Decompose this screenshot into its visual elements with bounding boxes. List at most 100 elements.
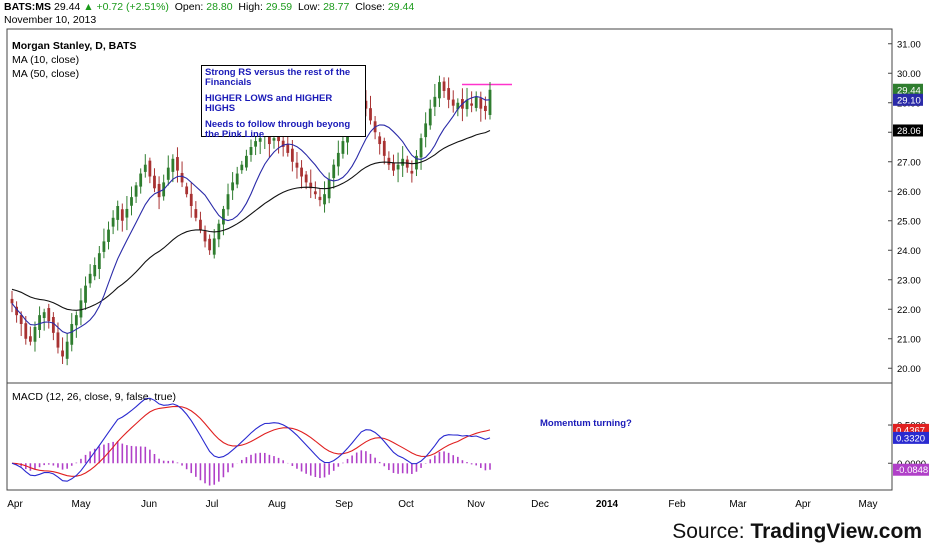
candle-body bbox=[304, 174, 308, 183]
candle-body bbox=[226, 194, 230, 210]
quote-date: November 10, 2013 bbox=[4, 14, 97, 26]
candle-body bbox=[148, 160, 152, 177]
candle-body bbox=[231, 182, 235, 191]
candle-body bbox=[318, 196, 322, 201]
annotation-line-3: Needs to follow through beyong the Pink … bbox=[205, 119, 351, 140]
x-tick-label: 2014 bbox=[596, 499, 619, 510]
macd-label-bg bbox=[893, 431, 929, 444]
candle-body bbox=[15, 306, 18, 316]
candle-body bbox=[38, 315, 41, 330]
candle-body bbox=[433, 96, 437, 107]
macd-label-signal: 0.4367 bbox=[896, 425, 925, 436]
candle-body bbox=[88, 273, 92, 284]
candle-body bbox=[116, 206, 120, 220]
candle-body bbox=[10, 298, 14, 304]
quote-header: BATS:MS 29.44 ▲ +0.72 (+2.51%) Open: 28.… bbox=[4, 1, 414, 14]
candle-body bbox=[203, 230, 207, 242]
symbol: BATS:MS bbox=[4, 1, 52, 13]
candle-body bbox=[245, 155, 248, 168]
y-tick-label: 24.00 bbox=[897, 246, 921, 257]
price-panel-frame bbox=[6, 28, 893, 384]
y-tick-label: 27.00 bbox=[897, 157, 921, 168]
close-value: 29.44 bbox=[387, 1, 415, 13]
candle-body bbox=[42, 312, 46, 319]
y-tick-label: 26.00 bbox=[897, 187, 921, 198]
source-prefix: Source: bbox=[672, 520, 751, 543]
candle-body bbox=[488, 89, 492, 115]
candle-body bbox=[382, 140, 386, 156]
y-tick-label: 20.00 bbox=[897, 364, 921, 375]
candle-body bbox=[470, 103, 474, 106]
high-label: High: bbox=[238, 1, 263, 13]
candle-body bbox=[327, 179, 331, 199]
candle-body bbox=[166, 167, 170, 180]
ma50-legend: MA (50, close) bbox=[12, 68, 80, 80]
annotation-box: Strong RS versus the rest of the Financi… bbox=[201, 65, 366, 140]
low-label: Low: bbox=[297, 1, 321, 13]
close-label: Close: bbox=[355, 1, 385, 13]
annotation-line-2: HIGHER LOWS and HIGHER HIGHS bbox=[205, 93, 333, 114]
candle-body bbox=[396, 164, 400, 170]
candle-body bbox=[474, 96, 478, 108]
candle-body bbox=[419, 138, 423, 158]
macd-panel-frame bbox=[6, 382, 893, 491]
open-value: 28.80 bbox=[206, 1, 233, 13]
candle-body bbox=[451, 99, 455, 106]
candle-body bbox=[258, 138, 262, 142]
annotation-line-1: Strong RS versus the rest of the Financi… bbox=[205, 67, 351, 88]
price-label-bg bbox=[893, 83, 923, 96]
candle-body bbox=[19, 315, 23, 324]
candle-body bbox=[84, 285, 87, 303]
price-label-last: 29.44 bbox=[897, 85, 921, 96]
candle-body bbox=[61, 350, 64, 357]
y-tick-label: 25.00 bbox=[897, 216, 921, 227]
candle-body bbox=[176, 157, 179, 171]
candle-body bbox=[336, 152, 340, 167]
candle-body bbox=[180, 172, 184, 183]
candle-body bbox=[424, 123, 428, 138]
y-tick-label: 30.00 bbox=[897, 69, 921, 80]
x-tick-label: May bbox=[859, 499, 878, 510]
x-tick-label: Dec bbox=[531, 499, 549, 510]
candle-body bbox=[300, 167, 303, 177]
candle-body bbox=[267, 133, 271, 145]
candle-body bbox=[456, 102, 460, 110]
momentum-annotation: Momentum turning? bbox=[540, 418, 632, 429]
candle-body bbox=[120, 209, 124, 221]
last-price: 29.44 bbox=[53, 1, 81, 13]
y-tick-label: 21.00 bbox=[897, 334, 921, 345]
candle-body bbox=[387, 157, 391, 165]
x-tick-label: Feb bbox=[668, 499, 686, 510]
macd-line bbox=[11, 397, 491, 482]
macd-label-bg bbox=[893, 463, 929, 476]
x-tick-label: Jun bbox=[141, 499, 157, 510]
candle-body bbox=[189, 193, 193, 206]
y-tick-label: 22.00 bbox=[897, 305, 921, 316]
candle-body bbox=[254, 141, 257, 147]
candle-body bbox=[323, 194, 326, 205]
candle-body bbox=[208, 238, 212, 251]
candle-body bbox=[33, 326, 37, 342]
candle-body bbox=[153, 175, 156, 189]
up-arrow-icon: ▲ bbox=[83, 1, 94, 13]
candle-body bbox=[249, 147, 253, 155]
candle-body bbox=[28, 336, 32, 342]
candle-body bbox=[286, 144, 290, 153]
candle-body bbox=[157, 183, 161, 198]
candle-body bbox=[277, 136, 280, 142]
candle-body bbox=[332, 164, 336, 179]
candle-body bbox=[70, 324, 74, 345]
candle-body bbox=[484, 105, 487, 112]
candle-body bbox=[235, 173, 239, 185]
candle-body bbox=[107, 229, 110, 242]
candle-body bbox=[97, 253, 101, 270]
y-tick-label: 23.00 bbox=[897, 275, 921, 286]
candle-body bbox=[212, 238, 216, 255]
candle-body bbox=[65, 341, 69, 359]
candle-body bbox=[378, 136, 382, 145]
price-label-ma50: 28.06 bbox=[897, 126, 921, 137]
candle-body bbox=[47, 308, 51, 322]
ma50-line bbox=[11, 129, 491, 311]
candle-body bbox=[139, 173, 143, 187]
